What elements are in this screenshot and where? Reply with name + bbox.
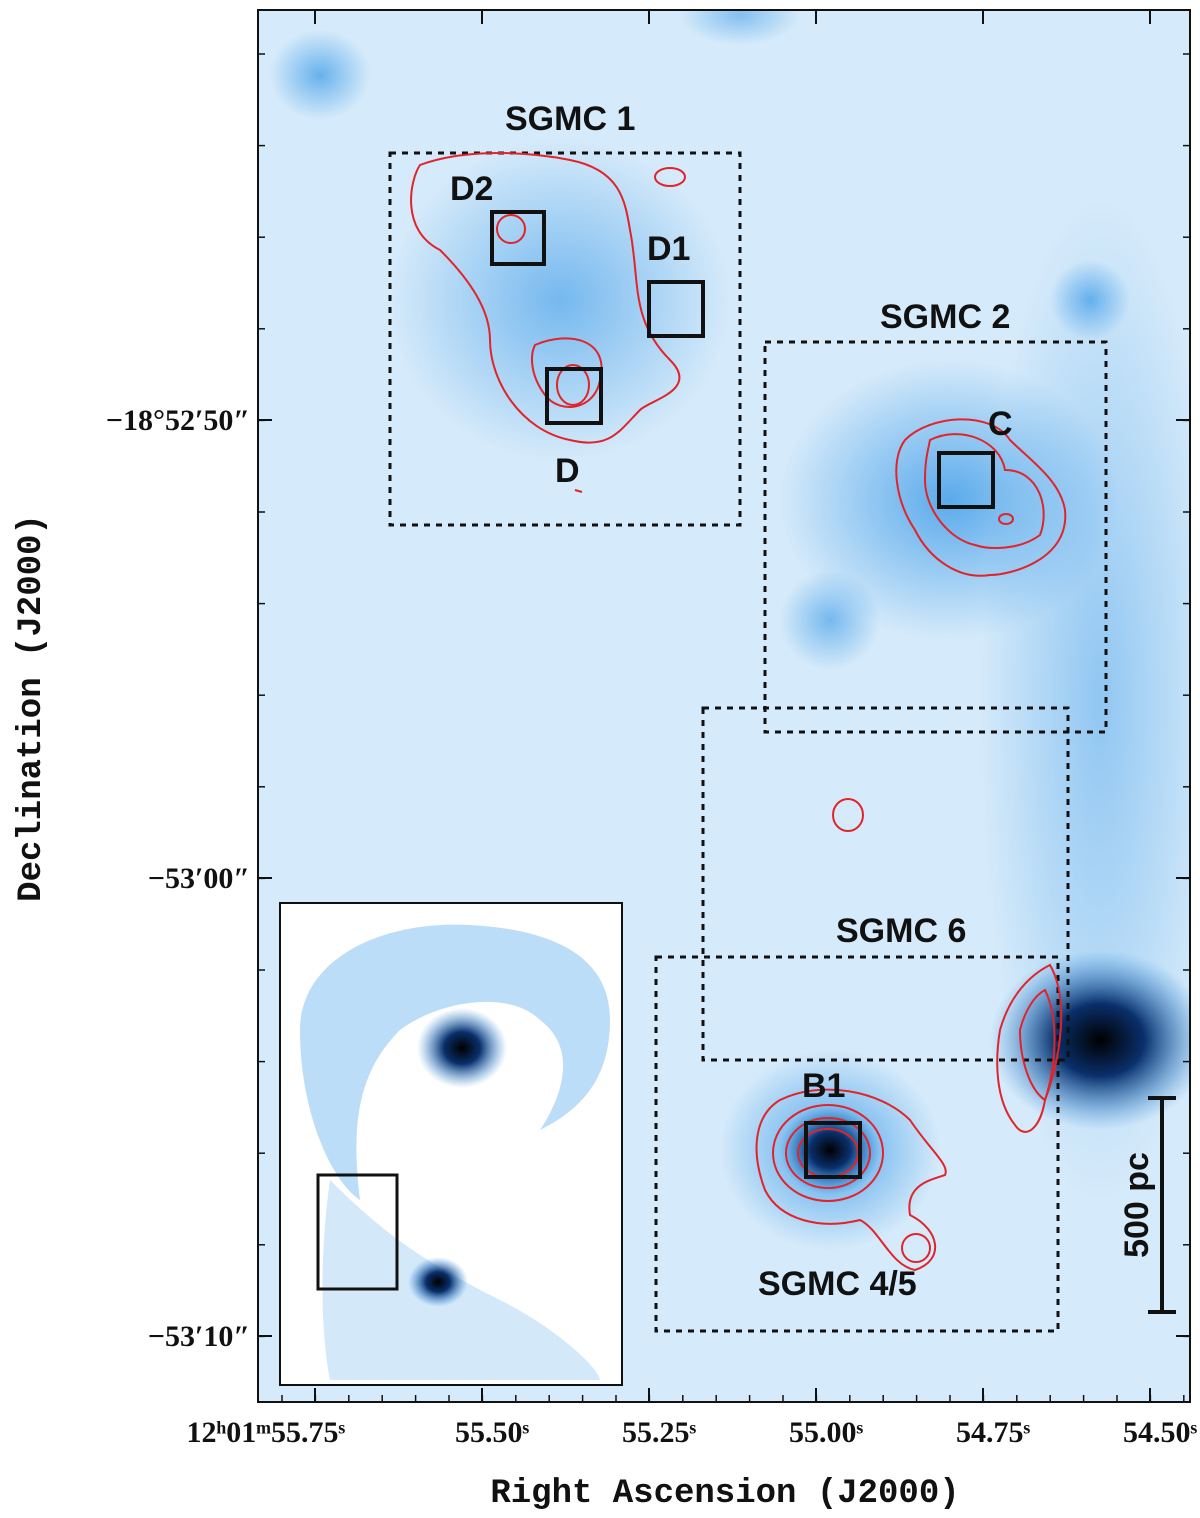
galaxy-nucleus — [408, 1257, 468, 1307]
scale-bar: 500 pc — [1118, 1096, 1176, 1314]
contour — [996, 963, 1063, 1133]
contour — [1018, 988, 1056, 1102]
source-label: C — [988, 405, 1013, 443]
source-box — [490, 210, 546, 266]
axes: 12ʰ01ᵐ55.75ˢ 55.50ˢ 55.25ˢ 55.00ˢ 54.75ˢ 54.5… — [106, 10, 1198, 1449]
source-label: D — [555, 452, 580, 490]
contour — [785, 1117, 871, 1189]
contour — [832, 798, 864, 832]
contour — [556, 364, 590, 406]
frame — [257, 9, 1191, 1403]
source-label: D1 — [647, 230, 690, 268]
region-label: SGMC 2 — [880, 298, 1010, 336]
source-box — [647, 280, 705, 338]
source-box — [804, 1121, 862, 1179]
inset — [279, 902, 623, 1386]
region-box — [701, 706, 1070, 1062]
region-box — [763, 340, 1108, 734]
y-tick-label: −53′10″ — [148, 1320, 250, 1353]
inset-box — [316, 1173, 399, 1291]
contour — [772, 1104, 884, 1202]
y-tick-label: −53′00″ — [148, 862, 250, 895]
source-box — [545, 367, 603, 425]
region-box — [654, 955, 1060, 1333]
contour — [901, 1233, 931, 1263]
x-tick-label: 55.25ˢ — [622, 1416, 697, 1449]
y-axis-label: Declination (J2000) — [13, 514, 51, 902]
region-label: SGMC 6 — [836, 912, 966, 950]
y-tick-label: −18°52′50″ — [106, 404, 250, 437]
blob — [390, 140, 730, 460]
contour — [923, 433, 1045, 549]
blob — [780, 570, 880, 670]
blob — [270, 30, 370, 120]
galaxy-arm — [300, 924, 610, 1200]
contour — [998, 513, 1014, 525]
x-tick-label: 55.50ˢ — [455, 1416, 530, 1449]
x-tick-label: 54.50ˢ — [1123, 1416, 1198, 1449]
x-tick-label: 54.75ˢ — [956, 1416, 1031, 1449]
source-label: B1 — [802, 1067, 845, 1105]
blob — [1050, 260, 1130, 340]
core — [990, 950, 1190, 1130]
contour — [654, 167, 686, 187]
source-label: D2 — [450, 170, 493, 208]
blob — [780, 360, 1120, 640]
blob — [680, 10, 800, 45]
region-label: SGMC 1 — [505, 100, 635, 138]
contour — [755, 1088, 947, 1272]
source-box — [937, 451, 995, 509]
x-tick-label: 55.00ˢ — [789, 1416, 864, 1449]
contour — [410, 152, 681, 444]
contour — [531, 337, 603, 408]
scale-label: 500 pc — [1118, 1152, 1156, 1258]
contour — [574, 489, 583, 493]
galaxy-nucleus — [417, 1008, 507, 1088]
x-tick-label: 12ʰ01ᵐ55.75ˢ — [186, 1416, 345, 1449]
contour — [895, 418, 1067, 577]
contour — [496, 214, 526, 244]
x-axis-label: Right Ascension (J2000) — [490, 1475, 959, 1513]
region-label: SGMC 4/5 — [758, 1265, 917, 1303]
